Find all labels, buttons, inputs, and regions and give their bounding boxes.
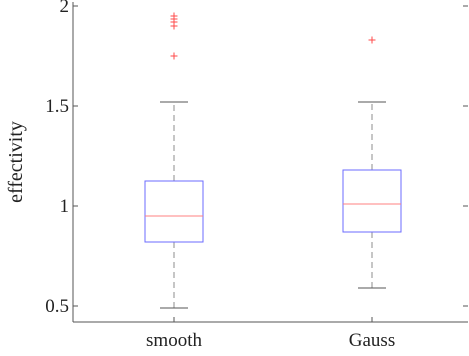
outlier-point — [170, 12, 178, 20]
box-Gauss — [342, 36, 402, 289]
y-ticks: 0.5 1 1.5 2 — [45, 0, 468, 317]
box-smooth — [144, 12, 204, 309]
y-tick-label: 0.5 — [45, 296, 69, 317]
x-tick-label: smooth — [146, 330, 202, 351]
axes-frame — [72, 2, 468, 323]
y-axis-label: effectivity — [5, 121, 27, 203]
x-tick-label: Gauss — [349, 330, 395, 351]
outlier-point — [170, 52, 178, 60]
y-tick-label: 1 — [60, 196, 70, 217]
x-tick-labels: smooth Gauss — [146, 317, 395, 351]
outlier-point — [368, 36, 376, 44]
iqr-box — [144, 180, 204, 243]
iqr-box — [342, 169, 402, 233]
box-series — [144, 12, 402, 309]
y-tick-label: 1.5 — [45, 96, 69, 117]
y-tick-label: 2 — [60, 0, 70, 17]
